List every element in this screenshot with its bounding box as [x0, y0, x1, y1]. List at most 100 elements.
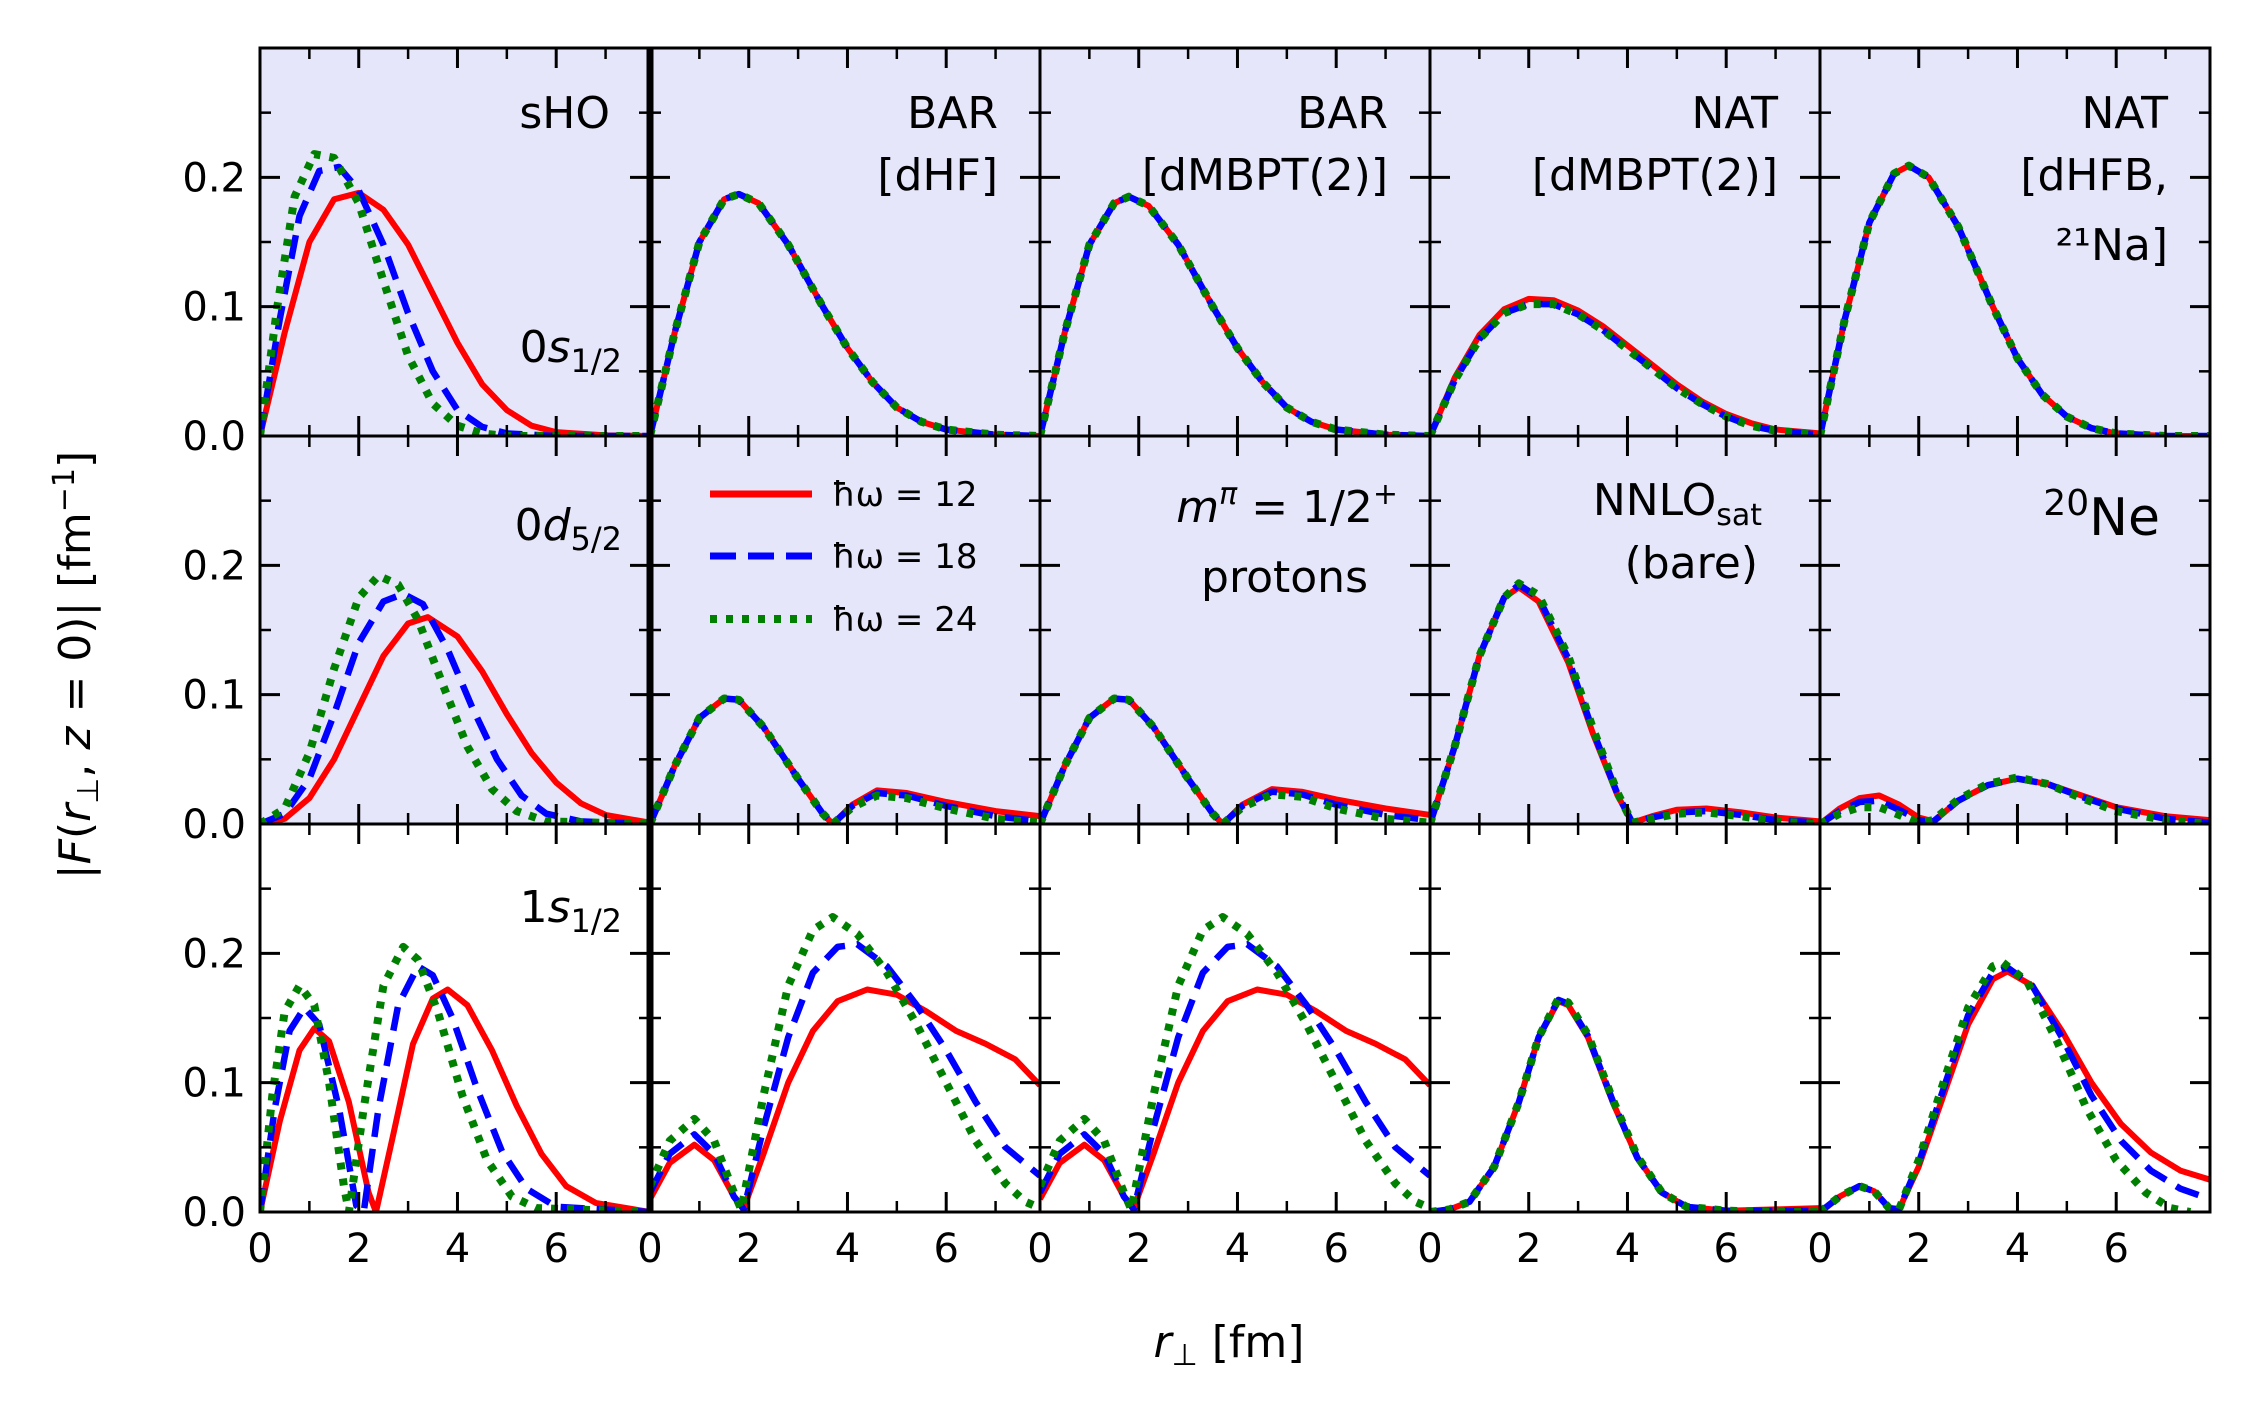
- x-tick-label: 6: [1323, 1226, 1348, 1272]
- series-line-hw24-r0-c2: [1040, 192, 1430, 436]
- annotation-interaction: NNLOsat: [1593, 475, 1762, 533]
- row-label-0d52: 0d5/2: [515, 500, 622, 558]
- panel-frame: [1428, 822, 1822, 1214]
- series-line-hw18-r1-c3: [1430, 581, 1820, 824]
- panel-bg-r0-c3: [1430, 48, 1820, 436]
- panel-bg-r0-c4: [1820, 48, 2210, 436]
- panel-frame: [258, 822, 652, 1214]
- series-line-hw18-r2-c2: [1040, 941, 1430, 1212]
- annotation-nucleus-mass: 20: [2043, 483, 2089, 524]
- y-tick-label: 0.0: [182, 802, 246, 848]
- series-line-hw24-r0-c3: [1430, 300, 1820, 436]
- labels-layer: 0 2 4 6 0 2 4 6 0 2 4 6 0 2 4 6 0 2 4 6 0.0 0.1 0.2 0.0 0.1 0.2 0.…: [182, 155, 2129, 1272]
- panel-frame: [1818, 822, 2212, 1214]
- panel-bg-r1-c0: [260, 436, 650, 824]
- legend-label-18: ħω = 18: [832, 537, 977, 577]
- series-line-hw12-r2-c1: [650, 986, 1040, 1212]
- panel-bg-r0-c0: [260, 48, 650, 436]
- x-tick-label: 2: [1126, 1226, 1151, 1272]
- annotation-mpi-pi: π: [1219, 477, 1238, 512]
- x-tick-label: 4: [445, 1226, 470, 1272]
- x-tick-label: 6: [2103, 1226, 2128, 1272]
- series-line-hw18-r1-c0: [260, 590, 650, 824]
- series-line-hw12-r2-c0: [260, 986, 650, 1212]
- y-tick-label: 0.1: [182, 285, 246, 331]
- col-label-sho: sHO: [519, 88, 610, 139]
- panel-bg-r1-c4: [1820, 436, 2210, 824]
- legend-label-24: ħω = 24: [832, 600, 977, 640]
- y-tick-label: 0.0: [182, 414, 246, 460]
- panel-shading-layer: [260, 48, 2210, 824]
- y-tick-label: 0.1: [182, 673, 246, 719]
- x-tick-label: 0: [1807, 1226, 1832, 1272]
- y-tick-label: 0.2: [182, 155, 246, 201]
- series-line-hw12-r2-c4: [1820, 968, 2210, 1212]
- annotation-nucleus-symbol: Ne: [2089, 488, 2160, 548]
- y-tick-label: 0.2: [182, 931, 246, 977]
- col-label-nat-dmbpt-line2: [dMBPT(2)]: [1532, 150, 1778, 201]
- panel-bg-r1-c2: [1040, 436, 1430, 824]
- y-tick-label: 0.1: [182, 1061, 246, 1107]
- series-line-hw12-r2-c2: [1040, 986, 1430, 1212]
- panel-bg-r0-c2: [1040, 48, 1430, 436]
- x-tick-label: 2: [1516, 1226, 1541, 1272]
- col-label-nat-dhfb-line1: NAT: [2082, 88, 2169, 139]
- annotation-nucleus: 20Ne: [2043, 483, 2160, 548]
- series-line-hw24-r2-c2: [1040, 913, 1430, 1212]
- col-label-nat-dhfb-line3: ²¹Na]: [2056, 220, 2168, 271]
- series-line-hw18-r2-c0: [260, 963, 650, 1212]
- y-tick-label: 0.2: [182, 543, 246, 589]
- series-line-hw24-r0-c0: [260, 150, 650, 436]
- y-axis-title: |F(r⊥, z = 0)| [fm−1]: [47, 451, 106, 879]
- series-line-hw12-r1-c0: [260, 614, 650, 824]
- annotation-protons: protons: [1201, 552, 1368, 603]
- x-tick-label: 2: [736, 1226, 761, 1272]
- annotation-mpi: mπ = 1/2+: [1176, 477, 1398, 533]
- series-line-hw24-r2-c4: [1820, 958, 2192, 1212]
- col-label-bar-dhf-line2: [dHF]: [877, 150, 998, 201]
- x-tick-label: 6: [1713, 1226, 1738, 1272]
- annotation-mpi-m: m: [1176, 482, 1219, 533]
- col-label-bar-dhf-line1: BAR: [907, 88, 998, 139]
- legend-label-12: ħω = 12: [832, 475, 977, 515]
- annotation-sat: sat: [1716, 498, 1762, 533]
- y-tick-label: 0.0: [182, 1190, 246, 1236]
- x-tick-label: 4: [1225, 1226, 1250, 1272]
- annotation-nnlo: NNLO: [1593, 475, 1716, 526]
- panel-bg-r1-c3: [1430, 436, 1820, 824]
- x-tick-label: 4: [835, 1226, 860, 1272]
- frames-layer: [258, 46, 2212, 1214]
- x-axis-title: r⊥ [fm]: [1154, 1317, 1305, 1373]
- series-line-hw24-r2-c1: [650, 913, 1040, 1212]
- series-line-hw12-r0-c0: [260, 189, 650, 436]
- series-line-hw24-r1-c4: [1820, 773, 2210, 824]
- panel-bg-r0-c1: [650, 48, 1040, 436]
- panel-bg-r1-c1: [650, 436, 1040, 824]
- x-tick-label: 4: [2005, 1226, 2030, 1272]
- annotation-mpi-plus: +: [1373, 477, 1398, 512]
- x-tick-label: 4: [1615, 1226, 1640, 1272]
- series-line-hw18-r2-c1: [650, 941, 1040, 1212]
- x-tick-label: 0: [1417, 1226, 1442, 1272]
- legend: ħω = 12 ħω = 18 ħω = 24: [710, 475, 977, 640]
- col-label-bar-dmbpt-line1: BAR: [1297, 88, 1388, 139]
- col-label-nat-dmbpt-line1: NAT: [1692, 88, 1779, 139]
- series-line-hw24-r0-c1: [650, 190, 1040, 436]
- x-tick-label: 2: [346, 1226, 371, 1272]
- series-line-hw18-r0-c0: [260, 163, 650, 436]
- series-line-hw18-r0-c4: [1820, 162, 2210, 436]
- series-line-hw24-r1-c2: [1040, 694, 1430, 824]
- annotation-mpi-value: = 1/2: [1237, 482, 1373, 533]
- x-tick-label: 0: [1027, 1226, 1052, 1272]
- series-line-hw24-r2-c3: [1430, 994, 1820, 1212]
- curves-layer: [260, 150, 2210, 1212]
- series-line-hw24-r2-c0: [260, 942, 650, 1212]
- x-tick-label: 2: [1906, 1226, 1931, 1272]
- col-label-bar-dmbpt-line2: [dMBPT(2)]: [1142, 150, 1388, 201]
- series-line-hw18-r2-c4: [1820, 964, 2210, 1212]
- row-label-1s12: 1s1/2: [520, 882, 622, 940]
- x-tick-label: 6: [543, 1226, 568, 1272]
- annotation-bare: (bare): [1625, 538, 1758, 589]
- row-label-0s12: 0s1/2: [520, 322, 622, 380]
